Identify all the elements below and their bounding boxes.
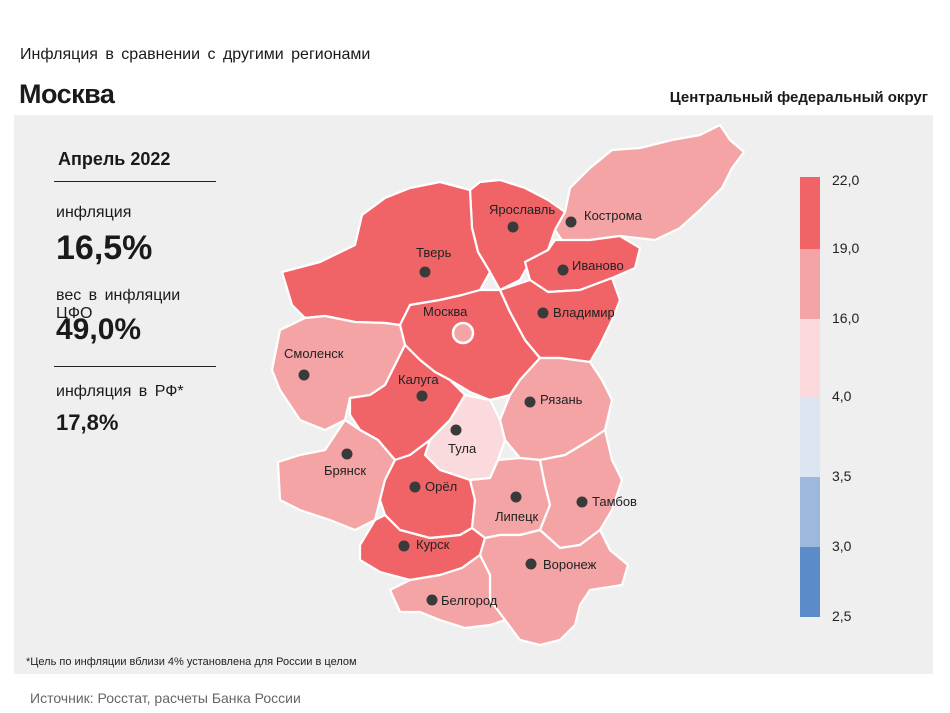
city-label-Смоленск: Смоленск bbox=[284, 346, 344, 361]
city-label-Орёл: Орёл bbox=[425, 479, 457, 494]
city-marker-Курск bbox=[398, 540, 410, 552]
city-label-Белгород: Белгород bbox=[441, 593, 498, 608]
city-marker-Смоленск bbox=[298, 369, 310, 381]
city-marker-Воронеж bbox=[525, 558, 537, 570]
city-marker-Тверь bbox=[419, 266, 431, 278]
city-label-Рязань: Рязань bbox=[540, 392, 583, 407]
legend-swatch-3 bbox=[800, 397, 820, 477]
regions-layer bbox=[270, 123, 746, 647]
city-marker-Тамбов bbox=[576, 496, 588, 508]
city-label-Липецк: Липецк bbox=[495, 509, 539, 524]
legend-tick-5: 3,0 bbox=[832, 538, 852, 554]
region-Владимир[interactable] bbox=[498, 276, 622, 364]
footnote: *Цель по инфляции вблизи 4% установлена … bbox=[26, 656, 357, 668]
region-Воронеж[interactable] bbox=[478, 528, 630, 647]
city-label-Москва: Москва bbox=[423, 304, 468, 319]
city-marker-Кострома bbox=[565, 216, 577, 228]
district-title: Центральный федеральный округ bbox=[669, 89, 928, 106]
city-label-Тула: Тула bbox=[448, 441, 477, 456]
rf-inflation-value: 17,8% bbox=[56, 410, 119, 435]
city-label-Брянск: Брянск bbox=[324, 463, 366, 478]
region-Тамбов[interactable] bbox=[538, 428, 624, 550]
source-note: Источник: Росстат, расчеты Банка России bbox=[30, 690, 301, 706]
city-marker-Рязань bbox=[524, 396, 536, 408]
legend-swatch-2 bbox=[800, 319, 820, 397]
city-marker-Липецк bbox=[510, 491, 522, 503]
legend-tick-4: 3,5 bbox=[832, 468, 852, 484]
region-Белгород[interactable] bbox=[388, 553, 507, 630]
city-label-Калуга: Калуга bbox=[398, 372, 439, 387]
city-marker-Брянск bbox=[341, 448, 353, 460]
city-marker-Орёл bbox=[409, 481, 421, 493]
inflation-value: 16,5% bbox=[56, 229, 153, 267]
city-marker-Белгород bbox=[426, 594, 438, 606]
city-marker-Ярославль bbox=[507, 221, 519, 233]
weight-value: 49,0% bbox=[56, 313, 142, 346]
legend-tick-6: 2,5 bbox=[832, 608, 852, 624]
legend-swatch-0 bbox=[800, 177, 820, 249]
legend-swatch-1 bbox=[800, 249, 820, 319]
inflation-label: инфляция bbox=[56, 204, 132, 221]
city-marker-Тула bbox=[450, 424, 462, 436]
legend-tick-1: 19,0 bbox=[832, 240, 859, 256]
city-marker-Владимир bbox=[537, 307, 549, 319]
legend-tick-3: 4,0 bbox=[832, 388, 852, 404]
region-Кострома[interactable] bbox=[553, 123, 746, 247]
city-marker-Иваново bbox=[557, 264, 569, 276]
city-label-Тверь: Тверь bbox=[416, 245, 452, 260]
city-marker-Москва bbox=[451, 321, 475, 345]
city-label-Ярославль: Ярославль bbox=[489, 202, 555, 217]
city-marker-Калуга bbox=[416, 390, 428, 402]
city-label-Владимир: Владимир bbox=[553, 305, 615, 320]
city-label-Курск: Курск bbox=[416, 537, 450, 552]
rf-inflation-label: инфляция в РФ* bbox=[56, 383, 184, 400]
region-title: Москва bbox=[19, 79, 115, 109]
city-label-Кострома: Кострома bbox=[584, 208, 643, 223]
period-label: Апрель 2022 bbox=[58, 149, 171, 169]
divider-top bbox=[54, 181, 216, 182]
divider-bottom bbox=[54, 366, 216, 367]
legend-swatch-5 bbox=[800, 547, 820, 617]
city-label-Тамбов: Тамбов bbox=[592, 494, 637, 509]
legend-tick-2: 16,0 bbox=[832, 310, 859, 326]
markers-layer: Ярославль Кострома Тверь Иваново Москва Влади… bbox=[284, 202, 643, 608]
city-label-Иваново: Иваново bbox=[572, 258, 624, 273]
legend-tick-0: 22,0 bbox=[832, 172, 859, 188]
chart-subtitle: Инфляция в сравнении с другими регионами bbox=[20, 46, 371, 63]
legend-swatch-4 bbox=[800, 477, 820, 547]
legend: 22,0 19,0 16,0 4,0 3,5 3,0 2,5 bbox=[800, 172, 859, 624]
weight-label: вес в инфляции ЦФО bbox=[56, 287, 181, 322]
city-label-Воронеж: Воронеж bbox=[543, 557, 597, 572]
